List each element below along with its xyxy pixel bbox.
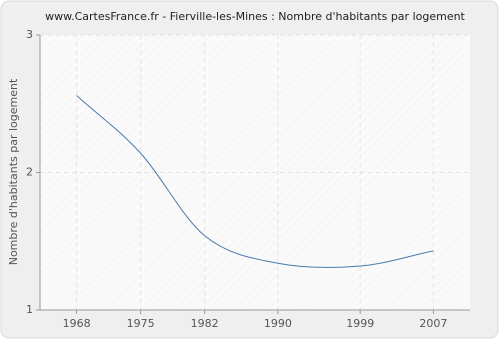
- x-tick-label: 2007: [419, 317, 447, 330]
- y-axis-label: Nombre d'habitants par logement: [7, 78, 20, 265]
- chart-title: www.CartesFrance.fr - Fierville-les-Mine…: [45, 10, 465, 23]
- y-tick-label: 3: [26, 28, 33, 41]
- x-tick-label: 1990: [264, 317, 292, 330]
- x-tick-label: 1999: [346, 317, 374, 330]
- y-tick-label: 1: [26, 303, 33, 316]
- x-tick-label: 1968: [63, 317, 91, 330]
- plot-hatch: [40, 35, 470, 310]
- y-tick-label: 2: [26, 166, 33, 179]
- x-tick-label: 1982: [191, 317, 219, 330]
- x-tick-label: 1975: [127, 317, 155, 330]
- data-line: [76, 95, 434, 269]
